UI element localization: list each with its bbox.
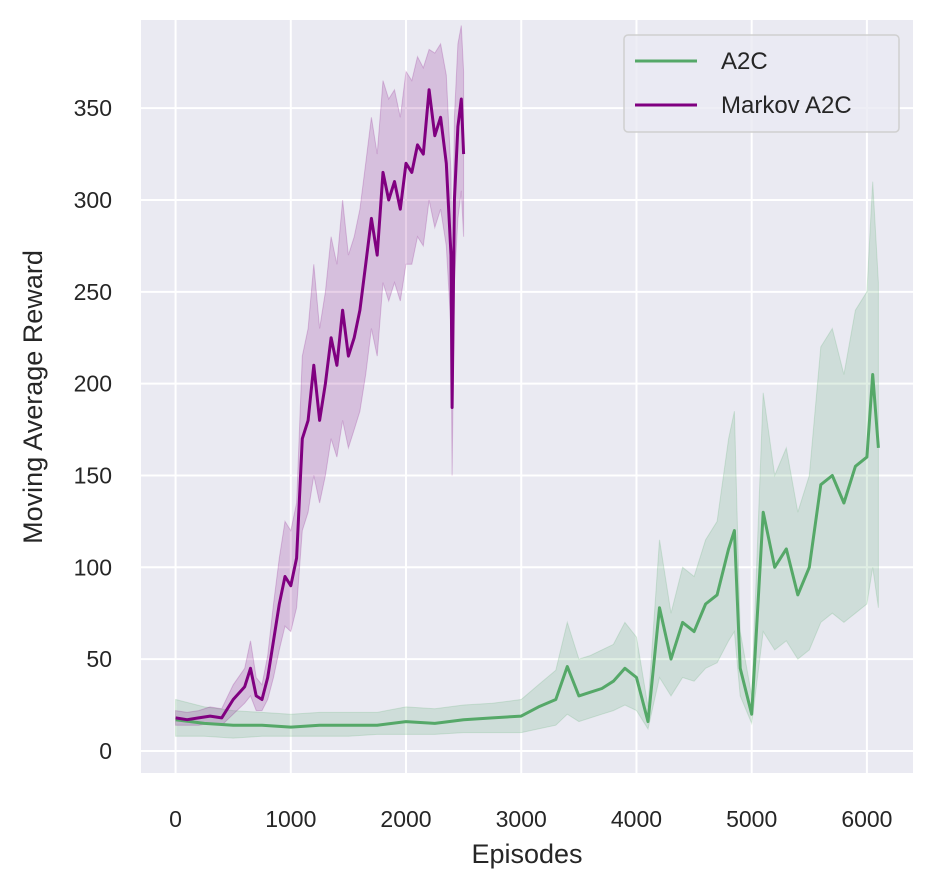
confidence-bands [175, 25, 879, 739]
legend-box [623, 34, 900, 133]
legend-label-1: Markov A2C [721, 92, 852, 119]
y-tick-label: 150 [74, 462, 112, 488]
x-tick-label: 3000 [496, 806, 547, 832]
legend-label-0: A2C [721, 48, 768, 75]
y-tick-label: 100 [74, 554, 112, 580]
x-tick-label: 0 [169, 806, 182, 832]
x-tick-label: 5000 [726, 806, 777, 832]
x-tick-labels: 0 1000 2000 3000 4000 5000 6000 [169, 806, 892, 832]
series-lines [175, 88, 880, 729]
plot-background [141, 20, 913, 773]
y-axis-label: Moving Average Reward [18, 250, 48, 544]
y-tick-label: 300 [74, 187, 112, 213]
y-tick-label: 50 [86, 646, 112, 672]
y-tick-label: 0 [99, 738, 112, 764]
y-tick-label: 250 [74, 279, 112, 305]
series-band-1 [175, 25, 465, 726]
legend: A2C Markov A2C [623, 34, 900, 133]
x-tick-label: 1000 [265, 806, 316, 832]
x-tick-label: 2000 [380, 806, 431, 832]
series-line-1 [175, 88, 466, 722]
x-tick-label: 6000 [841, 806, 892, 832]
series-band-0 [175, 181, 879, 739]
y-tick-label: 200 [74, 371, 112, 397]
y-tick-labels: 0 50 100 150 200 250 300 350 [74, 95, 112, 764]
series-line-0 [175, 373, 880, 729]
y-tick-label: 350 [74, 95, 112, 121]
x-axis-label: Episodes [471, 839, 582, 869]
x-tick-label: 4000 [611, 806, 662, 832]
